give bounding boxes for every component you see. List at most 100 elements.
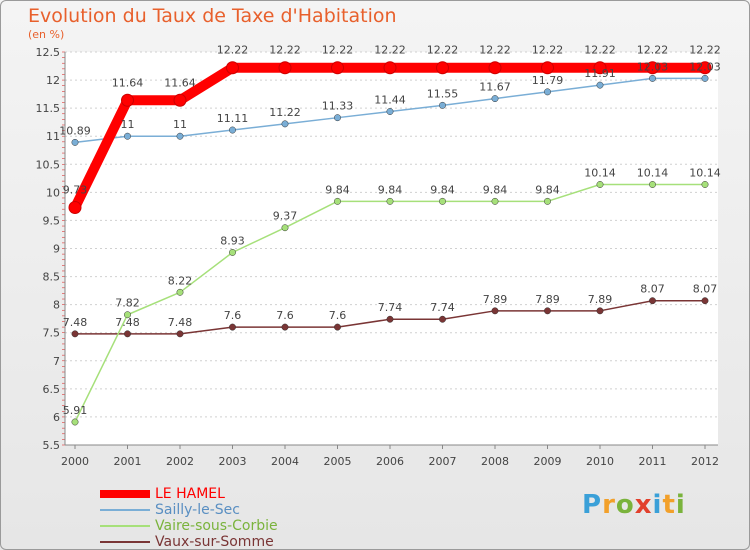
data-point — [596, 181, 604, 188]
logo-letter: i — [652, 490, 663, 520]
data-point — [281, 120, 289, 128]
x-tick-label: 2001 — [114, 455, 142, 468]
data-point — [68, 201, 82, 215]
data-point — [121, 93, 134, 107]
data-label: 7.48 — [115, 316, 140, 329]
data-point — [229, 248, 236, 256]
legend-item-vaux-sur-somme: Vaux-sur-Somme — [100, 534, 278, 550]
data-label: 7.74 — [430, 301, 455, 314]
data-point — [229, 323, 236, 331]
data-label: 8.22 — [168, 274, 193, 287]
x-tick-label: 2006 — [376, 455, 404, 468]
data-point — [176, 288, 184, 296]
logo-letter: r — [602, 490, 616, 520]
data-label: 11.11 — [217, 112, 249, 125]
y-tick-label: 10 — [46, 186, 60, 199]
data-label: 7.82 — [115, 297, 140, 310]
data-point — [176, 132, 184, 140]
y-tick-label: 9 — [53, 243, 60, 256]
data-point — [173, 93, 187, 107]
data-point — [124, 311, 131, 319]
data-point — [596, 307, 604, 315]
data-point — [436, 61, 449, 75]
data-label: 11.64 — [112, 76, 144, 89]
data-label: 11.44 — [374, 94, 406, 107]
data-point — [646, 61, 659, 75]
data-label: 8.07 — [640, 283, 665, 296]
data-point — [701, 181, 709, 188]
data-point — [334, 114, 341, 122]
legend: LE HAMEL Sailly-le-Sec Vaire-sous-Corbie… — [100, 486, 278, 550]
data-label: 7.48 — [63, 316, 88, 329]
data-label: 12.22 — [427, 44, 459, 57]
x-tick-label: 2002 — [166, 455, 194, 468]
data-point — [176, 330, 184, 338]
y-tick-label: 7.5 — [43, 327, 61, 340]
data-label: 9.84 — [325, 183, 350, 196]
data-point — [544, 197, 551, 205]
data-label: 7.89 — [588, 293, 613, 306]
data-label: 12.22 — [584, 44, 616, 57]
data-label: 9.84 — [430, 183, 455, 196]
data-label: 9.84 — [483, 183, 508, 196]
data-point — [491, 307, 499, 315]
data-label: 12.22 — [374, 44, 406, 57]
data-point — [491, 95, 499, 103]
y-tick-label: 12.5 — [36, 46, 61, 59]
data-label: 7.89 — [535, 293, 560, 306]
legend-label: Vaire-sous-Corbie — [155, 518, 278, 534]
data-point — [124, 330, 131, 338]
legend-label: Sailly-le-Sec — [155, 502, 240, 518]
data-label: 11.79 — [532, 74, 564, 87]
data-point — [278, 61, 292, 75]
data-point — [649, 74, 656, 82]
data-point — [229, 126, 236, 134]
legend-item-le-hamel: LE HAMEL — [100, 486, 278, 502]
data-label: 8.07 — [693, 283, 718, 296]
data-point — [334, 197, 341, 205]
data-point — [383, 61, 397, 75]
x-tick-label: 2012 — [691, 455, 719, 468]
data-point — [439, 101, 446, 109]
data-label: 11.55 — [427, 87, 459, 100]
data-label: 11.33 — [322, 100, 354, 113]
data-label: 12.22 — [637, 44, 669, 57]
data-label: 7.48 — [168, 316, 193, 329]
data-label: 12.22 — [689, 44, 721, 57]
data-point — [334, 323, 341, 331]
data-label: 9.84 — [535, 183, 560, 196]
chart-title: Evolution du Taux de Taxe d'Habitation — [28, 5, 397, 27]
legend-swatch — [100, 525, 150, 527]
data-label: 9.73 — [63, 184, 88, 197]
data-label: 11 — [173, 118, 187, 131]
x-tick-label: 2011 — [639, 455, 667, 468]
data-label: 11.22 — [269, 106, 301, 119]
legend-label: Vaux-sur-Somme — [155, 534, 274, 550]
y-tick-label: 12 — [46, 74, 60, 87]
logo-letter: t — [662, 490, 676, 520]
data-label: 8.93 — [220, 234, 245, 247]
y-tick-label: 8 — [53, 299, 60, 312]
data-point — [281, 323, 289, 331]
logo-letter: o — [615, 490, 635, 520]
data-point — [331, 61, 344, 75]
data-label: 9.84 — [378, 183, 403, 196]
data-point — [226, 61, 239, 75]
data-label: 7.6 — [276, 309, 294, 322]
data-label: 11.64 — [164, 76, 196, 89]
data-label: 10.14 — [689, 166, 721, 179]
data-label: 10.14 — [584, 166, 616, 179]
legend-item-vaire-sous-corbie: Vaire-sous-Corbie — [100, 518, 278, 534]
data-point — [541, 61, 554, 75]
data-point — [649, 297, 656, 305]
x-tick-label: 2004 — [271, 455, 299, 468]
data-label: 12.22 — [217, 44, 249, 57]
logo-letter: P — [582, 490, 603, 520]
data-label: 10.89 — [59, 124, 91, 137]
chart-subtitle: (en %) — [28, 28, 65, 41]
data-label: 7.6 — [329, 309, 347, 322]
data-point — [491, 197, 499, 205]
data-point — [698, 61, 712, 75]
data-label: 12.22 — [269, 44, 301, 57]
data-point — [386, 197, 394, 205]
